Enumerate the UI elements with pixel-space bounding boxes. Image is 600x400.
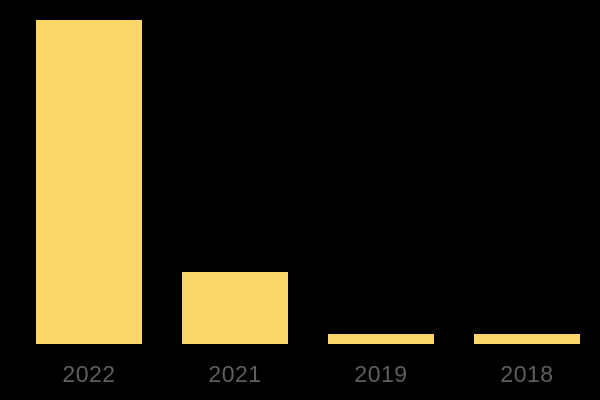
x-axis: 2022 2021 2019 2018: [0, 344, 600, 400]
plot-area: [36, 20, 580, 344]
x-axis-label-2019: 2019: [354, 361, 408, 387]
x-axis-label-2021: 2021: [208, 361, 262, 387]
bar-2019: [328, 333, 434, 344]
bar-2021: [182, 272, 288, 344]
x-axis-label-2022: 2022: [62, 361, 116, 387]
x-axis-label-2018: 2018: [500, 361, 554, 387]
bar-2018: [474, 333, 580, 344]
bar-2022: [36, 20, 142, 344]
